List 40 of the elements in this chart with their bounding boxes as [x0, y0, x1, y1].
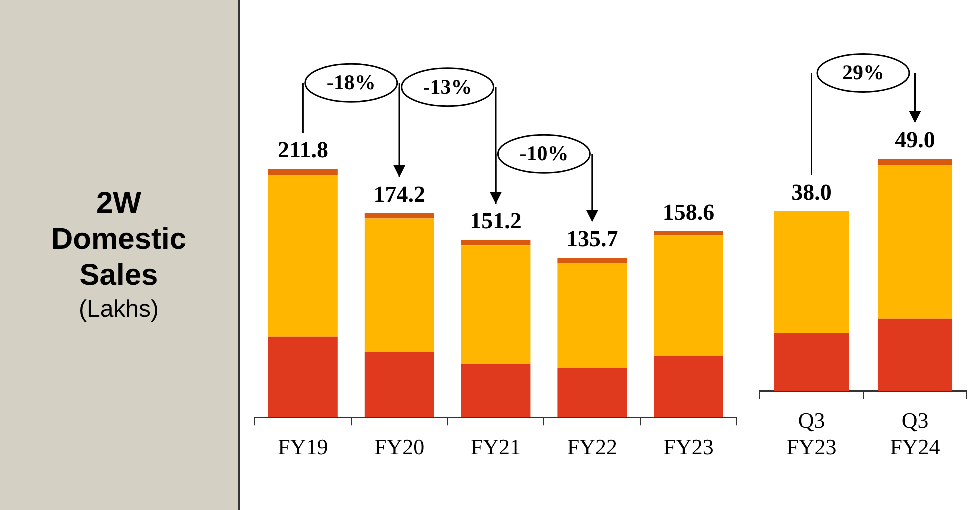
text: -10%: [520, 142, 569, 166]
x-tick-label: Q3 FY24: [890, 408, 940, 460]
text: 2W Domestic Sales: [50, 186, 188, 294]
bar: [461, 246, 531, 364]
bar: [558, 264, 628, 368]
bar: [268, 176, 338, 337]
bar: [364, 213, 434, 219]
x-tick-label: FY19: [278, 434, 328, 460]
annotation: 135.7: [566, 226, 618, 252]
bar: [268, 169, 338, 176]
text: (Lakhs): [78, 296, 160, 324]
bar: [268, 336, 338, 418]
bar: [774, 211, 850, 333]
bar: [878, 159, 953, 165]
x-tick-label: FY20: [374, 434, 425, 460]
text: 29%: [842, 60, 884, 85]
annotation: 38.0: [792, 180, 832, 205]
annotation: 174.2: [374, 182, 426, 207]
x-tick-label: Q3 FY23: [786, 408, 837, 460]
bar: [364, 218, 434, 352]
annotation: 211.8: [278, 138, 328, 163]
bar: [654, 236, 724, 356]
bar: [461, 364, 531, 418]
text: -18%: [326, 70, 376, 95]
annotation: 158.6: [662, 200, 715, 225]
bar: [878, 165, 953, 319]
x-tick-label: FY23: [664, 434, 714, 460]
bar: [774, 332, 850, 392]
annotation: 151.2: [470, 208, 522, 234]
bar: [461, 240, 531, 246]
x-tick-label: FY21: [470, 434, 522, 460]
bar: [878, 318, 953, 392]
bar: [558, 258, 628, 264]
x-tick-label: FY22: [567, 434, 618, 460]
bar: [654, 356, 724, 418]
bar: [654, 231, 724, 236]
text: -13%: [423, 74, 472, 99]
bar: [558, 368, 628, 418]
bar: [364, 352, 434, 418]
annotation: 49.0: [895, 128, 936, 153]
